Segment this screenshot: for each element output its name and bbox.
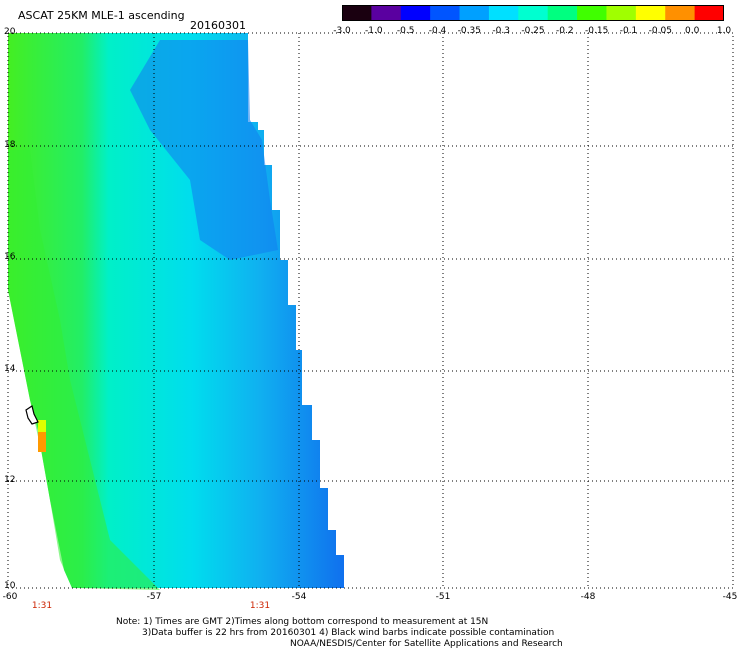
colorbar-segment [430, 5, 461, 21]
colorbar-tick: -3.0 [333, 26, 351, 36]
colorbar-tick: -0.15 [585, 26, 609, 36]
colorbar-tick: 1.0 [716, 26, 732, 36]
lat-label: 12 [4, 475, 16, 485]
colorbar-tick: -0.35 [457, 26, 481, 36]
time-label: 1:31 [249, 601, 271, 611]
colorbar-segment [518, 5, 549, 21]
colorbar-border [342, 5, 724, 21]
colorbar-segment [342, 5, 372, 21]
time-label: 1:31 [31, 601, 53, 611]
colorbar-tick: -0.25 [521, 26, 545, 36]
colorbar-tick: -1.0 [365, 26, 383, 36]
colorbar-segment [577, 5, 607, 21]
colorbar-segment [665, 5, 696, 21]
lon-label: -51 [435, 592, 451, 602]
lon-label: -45 [722, 592, 738, 602]
warm-spot [38, 432, 46, 452]
low-value-patch [130, 40, 278, 260]
note-line-3: NOAA/NESDIS/Center for Satellite Applica… [290, 639, 563, 649]
lat-label: 20 [4, 27, 16, 37]
island-outline [25, 405, 39, 425]
lat-label: 16 [4, 252, 16, 262]
colorbar-tick: -0.3 [492, 26, 510, 36]
map-grid [7, 32, 734, 589]
colorbar-tick: 0.0 [684, 26, 700, 36]
colorbar-tick: -0.1 [619, 26, 638, 36]
high-value-band [8, 150, 160, 590]
colorbar-segment [371, 5, 402, 21]
colorbar-segment [694, 5, 724, 21]
colorbar-tick: -0.5 [396, 26, 415, 36]
colorbar-segment [488, 5, 519, 21]
map-date: 20160301 [190, 19, 246, 32]
lat-label: 18 [4, 140, 16, 150]
lon-label: -60 [2, 592, 18, 602]
colorbar-segment [635, 5, 666, 21]
colorbar-tick: -0.05 [648, 26, 672, 36]
map-title: ASCAT 25KM MLE-1 ascending [18, 9, 185, 22]
note-line-2: 3)Data buffer is 22 hrs from 20160301 4)… [142, 628, 555, 638]
lat-label: 10 [4, 581, 16, 591]
lon-label: -48 [580, 592, 596, 602]
colorbar-tick: -0.2 [556, 26, 574, 36]
data-swath [8, 33, 344, 590]
colorbar [342, 5, 724, 21]
lat-label: 14 [4, 364, 16, 374]
lon-label: -54 [291, 592, 307, 602]
colorbar-segment [459, 5, 490, 21]
lon-label: -57 [146, 592, 162, 602]
colorbar-segment [547, 5, 578, 21]
warm-spot [38, 420, 46, 432]
colorbar-tick: -0.4 [428, 26, 447, 36]
note-line-1: Note: 1) Times are GMT 2)Times along bot… [116, 617, 489, 627]
colorbar-segment [400, 5, 431, 21]
colorbar-segment [606, 5, 637, 21]
